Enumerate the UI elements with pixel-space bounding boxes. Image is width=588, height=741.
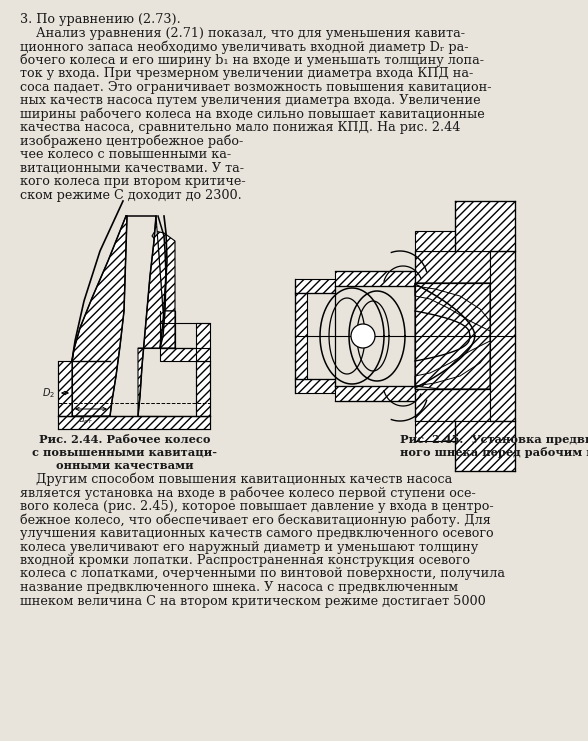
Text: Другим способом повышения кавитационных качеств насоса: Другим способом повышения кавитационных … bbox=[20, 473, 452, 487]
Text: вого колеса (рис. 2.45), которое повышает давление у входа в центро-: вого колеса (рис. 2.45), которое повышае… bbox=[20, 500, 493, 513]
Polygon shape bbox=[455, 201, 515, 251]
Text: качества насоса, сравнительно мало понижая КПД. На рис. 2.44: качества насоса, сравнительно мало пониж… bbox=[20, 121, 460, 134]
Text: 3. По уравнению (2.73).: 3. По уравнению (2.73). bbox=[20, 13, 181, 26]
Polygon shape bbox=[72, 216, 127, 416]
Polygon shape bbox=[415, 283, 490, 389]
Polygon shape bbox=[415, 341, 490, 386]
Text: улучшения кавитационных качеств самого предвключенного осевого: улучшения кавитационных качеств самого п… bbox=[20, 527, 493, 540]
Text: ширины рабочего колеса на входе сильно повышает кавитационные: ширины рабочего колеса на входе сильно п… bbox=[20, 107, 485, 121]
Text: чее колесо с повышенными ка-: чее колесо с повышенными ка- bbox=[20, 148, 231, 161]
Text: Рис. 2.45.  Установка предвключен-
ного шнека перед рабочим колесом: Рис. 2.45. Установка предвключен- ного ш… bbox=[400, 434, 588, 458]
Text: кого колеса при втором критиче-: кого колеса при втором критиче- bbox=[20, 175, 246, 188]
Text: ционного запаса необходимо увеличивать входной диаметр Dᵣ ра-: ционного запаса необходимо увеличивать в… bbox=[20, 40, 469, 53]
Polygon shape bbox=[490, 251, 515, 421]
Text: шнеком величина C на втором критическом режиме достигает 5000: шнеком величина C на втором критическом … bbox=[20, 594, 486, 608]
Text: $d_{вт}$: $d_{вт}$ bbox=[78, 414, 93, 427]
Polygon shape bbox=[335, 271, 415, 286]
Text: бежное колесо, что обеспечивает его бескавитационную работу. Для: бежное колесо, что обеспечивает его беск… bbox=[20, 514, 491, 527]
Text: ском режиме C доходит до 2300.: ском режиме C доходит до 2300. bbox=[20, 188, 242, 202]
Polygon shape bbox=[295, 279, 335, 293]
Text: колеса с лопатками, очерченными по винтовой поверхности, получила: колеса с лопатками, очерченными по винто… bbox=[20, 568, 505, 580]
Polygon shape bbox=[455, 421, 515, 471]
Text: $D_2$: $D_2$ bbox=[42, 386, 55, 400]
Polygon shape bbox=[415, 389, 490, 421]
Text: является установка на входе в рабочее колесо первой ступени осе-: является установка на входе в рабочее ко… bbox=[20, 487, 476, 500]
Text: витационными качествами. У та-: витационными качествами. У та- bbox=[20, 162, 244, 174]
Polygon shape bbox=[415, 421, 455, 441]
Text: колеса увеличивают его наружный диаметр и уменьшают толщину: колеса увеличивают его наружный диаметр … bbox=[20, 540, 478, 554]
Circle shape bbox=[351, 324, 375, 348]
Text: название предвключенного шнека. У насоса с предвключенным: название предвключенного шнека. У насоса… bbox=[20, 581, 458, 594]
Polygon shape bbox=[295, 379, 335, 393]
Text: ных качеств насоса путем увеличения диаметра входа. Увеличение: ных качеств насоса путем увеличения диам… bbox=[20, 94, 480, 107]
Polygon shape bbox=[152, 231, 175, 311]
Text: соса падает. Это ограничивает возможность повышения кавитацион-: соса падает. Это ограничивает возможност… bbox=[20, 81, 492, 93]
Text: входной кромки лопатки. Распространенная конструкция осевого: входной кромки лопатки. Распространенная… bbox=[20, 554, 470, 567]
Polygon shape bbox=[58, 361, 72, 416]
Polygon shape bbox=[415, 286, 490, 331]
Polygon shape bbox=[415, 251, 490, 283]
Text: Анализ уравнения (2.71) показал, что для уменьшения кавита-: Анализ уравнения (2.71) показал, что для… bbox=[20, 27, 465, 39]
Polygon shape bbox=[196, 361, 210, 416]
Polygon shape bbox=[58, 416, 210, 429]
Polygon shape bbox=[160, 323, 210, 361]
Polygon shape bbox=[138, 216, 175, 416]
Text: бочего колеса и его ширину b₁ на входе и уменьшать толщину лопа-: бочего колеса и его ширину b₁ на входе и… bbox=[20, 53, 484, 67]
Polygon shape bbox=[160, 311, 175, 348]
Text: ток у входа. При чрезмерном увеличении диаметра входа КПД на-: ток у входа. При чрезмерном увеличении д… bbox=[20, 67, 473, 80]
Polygon shape bbox=[295, 293, 307, 379]
Text: изображено центробежное рабо-: изображено центробежное рабо- bbox=[20, 135, 243, 148]
Polygon shape bbox=[335, 386, 415, 401]
Polygon shape bbox=[415, 231, 455, 251]
Text: Рис. 2.44. Рабочее колесо
с повышенными кавитаци-
онными качествами: Рис. 2.44. Рабочее колесо с повышенными … bbox=[32, 434, 218, 471]
